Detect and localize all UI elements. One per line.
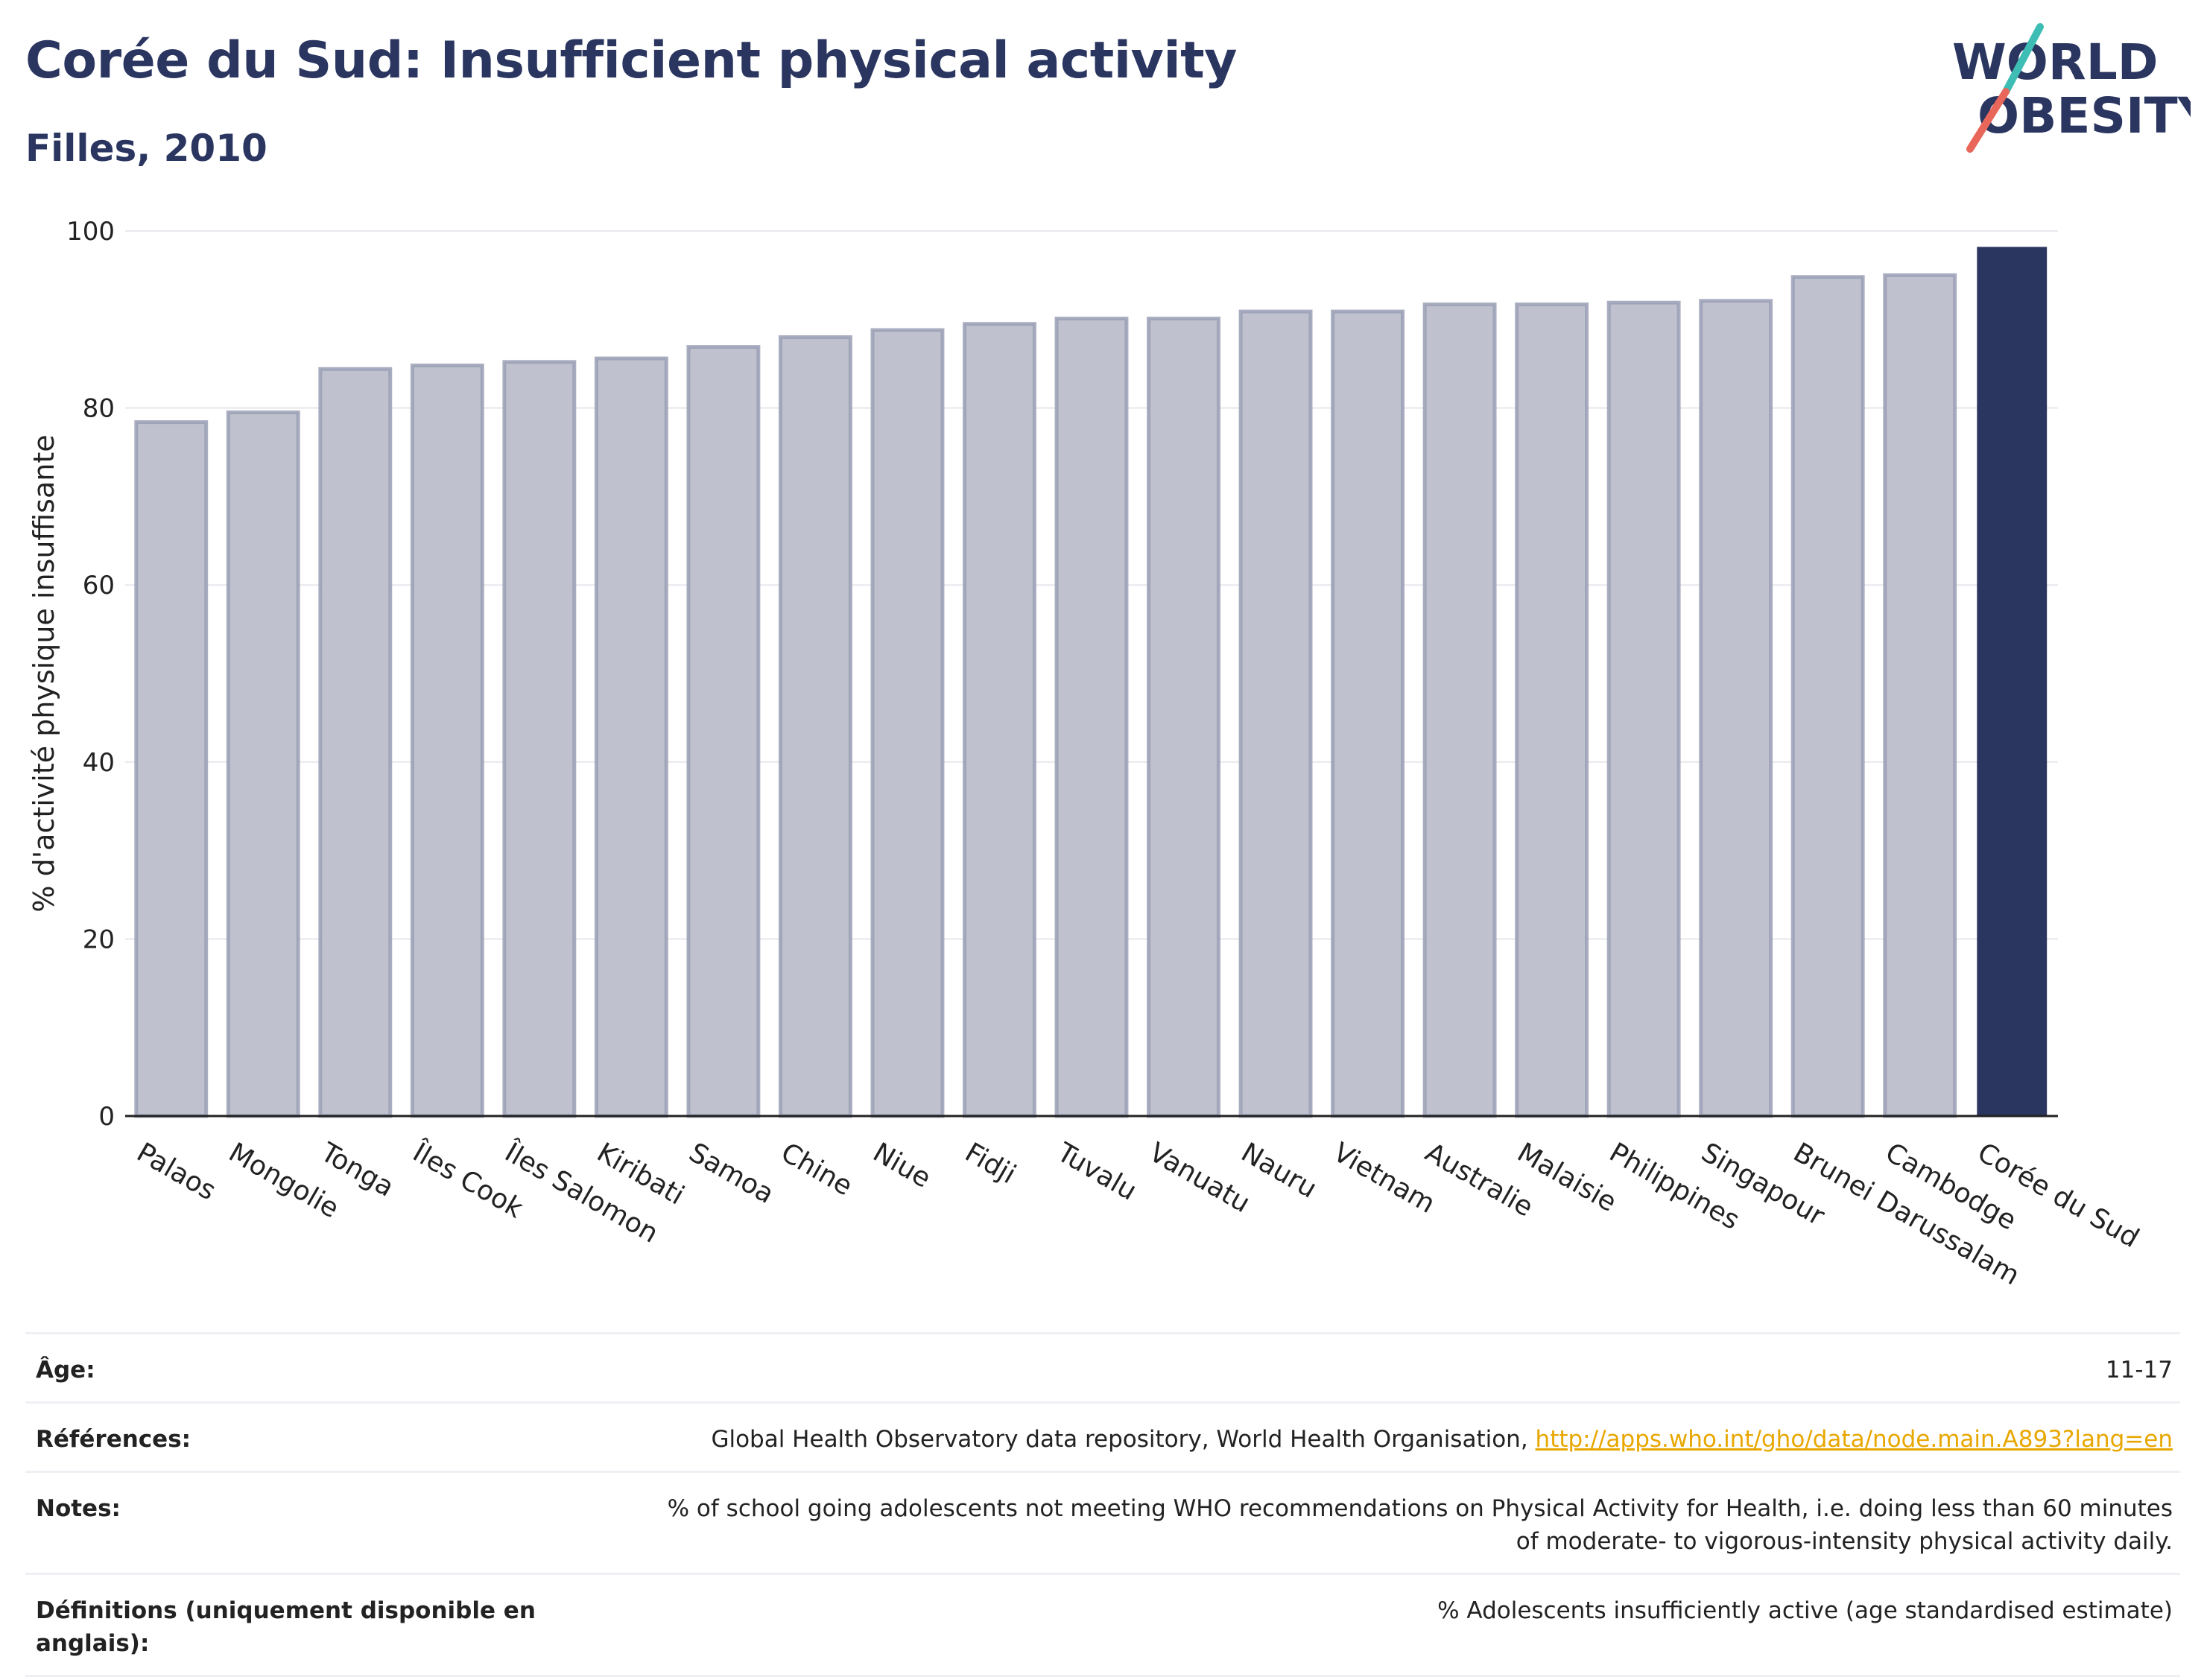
- info-value: 11-17: [2105, 1357, 2173, 1383]
- chart-title: Corée du Sud: Insufficient physical acti…: [25, 31, 1238, 90]
- bar-tonga: [318, 367, 393, 1118]
- reference-link[interactable]: http://apps.who.int/gho/data/node.main.A…: [1535, 1426, 2173, 1453]
- info-label: Définitions (uniquement disponible en an…: [36, 1597, 536, 1657]
- y-tick-label: 0: [98, 1102, 115, 1132]
- bar-nauru: [1238, 309, 1313, 1118]
- x-tick-label: Samoa: [684, 1137, 779, 1210]
- x-tick-label: Vanuatu: [1144, 1137, 1255, 1219]
- bar-brunei-darussalam: [1790, 275, 1865, 1118]
- x-tick-label: Fidji: [960, 1137, 1021, 1190]
- chart-bars: [134, 247, 2048, 1118]
- info-row-references: Références: Global Health Observatory da…: [25, 1401, 2180, 1471]
- logo-line2: OBESITY: [1977, 87, 2191, 145]
- bar-palaos: [134, 420, 209, 1118]
- info-label: Références:: [36, 1426, 191, 1453]
- bar-australie: [1422, 302, 1497, 1118]
- bar-philippines: [1606, 300, 1681, 1118]
- logo-line1: WORLD: [1952, 34, 2159, 91]
- bar--les-salomon: [502, 360, 577, 1118]
- bar--les-cook: [410, 364, 484, 1118]
- chart-subtitle: Filles, 2010: [25, 127, 267, 170]
- bar-mongolie: [226, 411, 300, 1118]
- bar-vietnam: [1331, 309, 1405, 1118]
- bar-fidji: [963, 322, 1036, 1118]
- info-row-definitions: Définitions (uniquement disponible en an…: [25, 1573, 2180, 1677]
- x-tick-label: Chine: [776, 1137, 858, 1202]
- bar-tuvalu: [1054, 317, 1129, 1118]
- bar-niue: [870, 328, 945, 1118]
- info-label: Âge:: [36, 1357, 95, 1383]
- bar-malaisie: [1515, 302, 1589, 1118]
- x-tick-label: Îles Salomon: [499, 1136, 664, 1249]
- x-tick-label: Niue: [868, 1137, 936, 1194]
- y-tick-label: 60: [83, 571, 115, 600]
- y-axis-ticks: 0 20 40 60 80 100: [66, 217, 115, 1132]
- y-tick-label: 100: [66, 217, 115, 247]
- bar-chine: [778, 335, 852, 1118]
- logo-slash-red: [1966, 88, 2010, 153]
- x-tick-label: Palaos: [131, 1137, 221, 1206]
- x-tick-label: Tuvalu: [1051, 1137, 1141, 1207]
- x-tick-label: Vietnam: [1328, 1137, 1440, 1220]
- info-row-notes: Notes: % of school going adolescents not…: [25, 1471, 2180, 1573]
- y-tick-label: 20: [83, 925, 115, 954]
- bar-vanuatu: [1147, 317, 1220, 1118]
- logo-slash-teal: [2002, 23, 2044, 95]
- y-tick-label: 80: [83, 394, 115, 424]
- info-value: % of school going adolescents not meetin…: [667, 1495, 2173, 1555]
- bar-singapour: [1699, 299, 1773, 1118]
- info-value: Global Health Observatory data repositor…: [557, 1423, 2180, 1456]
- y-axis-label: % d'activité physique insuffisante: [28, 434, 60, 912]
- info-table: Âge: 11-17 Références: Global Health Obs…: [25, 1332, 2180, 1677]
- reference-text: Global Health Observatory data repositor…: [711, 1426, 1536, 1453]
- info-row-age: Âge: 11-17: [25, 1332, 2180, 1401]
- bar-cor-e-du-sud: [1977, 247, 2048, 1116]
- bar-kiribati: [594, 356, 668, 1118]
- world-obesity-logo: WORLD OBESITY: [1952, 23, 2191, 153]
- info-label: Notes:: [36, 1495, 121, 1522]
- y-tick-label: 40: [83, 748, 115, 778]
- info-value: % Adolescents insufficiently active (age…: [1437, 1597, 2173, 1624]
- bar-samoa: [686, 345, 761, 1118]
- bar-cambodge: [1883, 273, 1957, 1118]
